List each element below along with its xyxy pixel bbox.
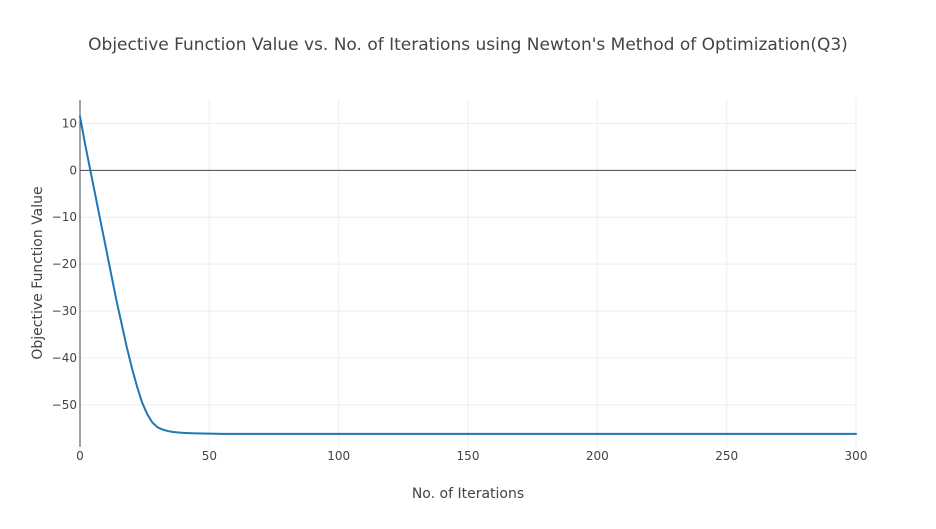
y-tick-label: −30	[52, 304, 77, 318]
y-tick-label: 10	[62, 116, 77, 130]
chart-title: Objective Function Value vs. No. of Iter…	[88, 35, 848, 55]
x-tick-label: 200	[586, 449, 609, 463]
x-tick-label: 150	[457, 449, 480, 463]
y-axis-title: Objective Function Value	[30, 186, 46, 359]
y-tick-label: −10	[52, 210, 77, 224]
y-tick-label: 0	[69, 163, 77, 177]
x-tick-label: 0	[76, 449, 84, 463]
series-line	[79, 115, 857, 435]
x-tick-label: 250	[715, 449, 738, 463]
grid-lines	[80, 100, 857, 447]
x-tick-label: 50	[202, 449, 217, 463]
y-tick-label: −20	[52, 257, 77, 271]
y-tick-label: −50	[52, 398, 77, 412]
x-tick-label: 100	[327, 449, 350, 463]
y-tick-label: −40	[52, 351, 77, 365]
series-layer	[79, 115, 857, 435]
x-tick-label: 300	[845, 449, 868, 463]
x-axis-title: No. of Iterations	[412, 486, 524, 502]
